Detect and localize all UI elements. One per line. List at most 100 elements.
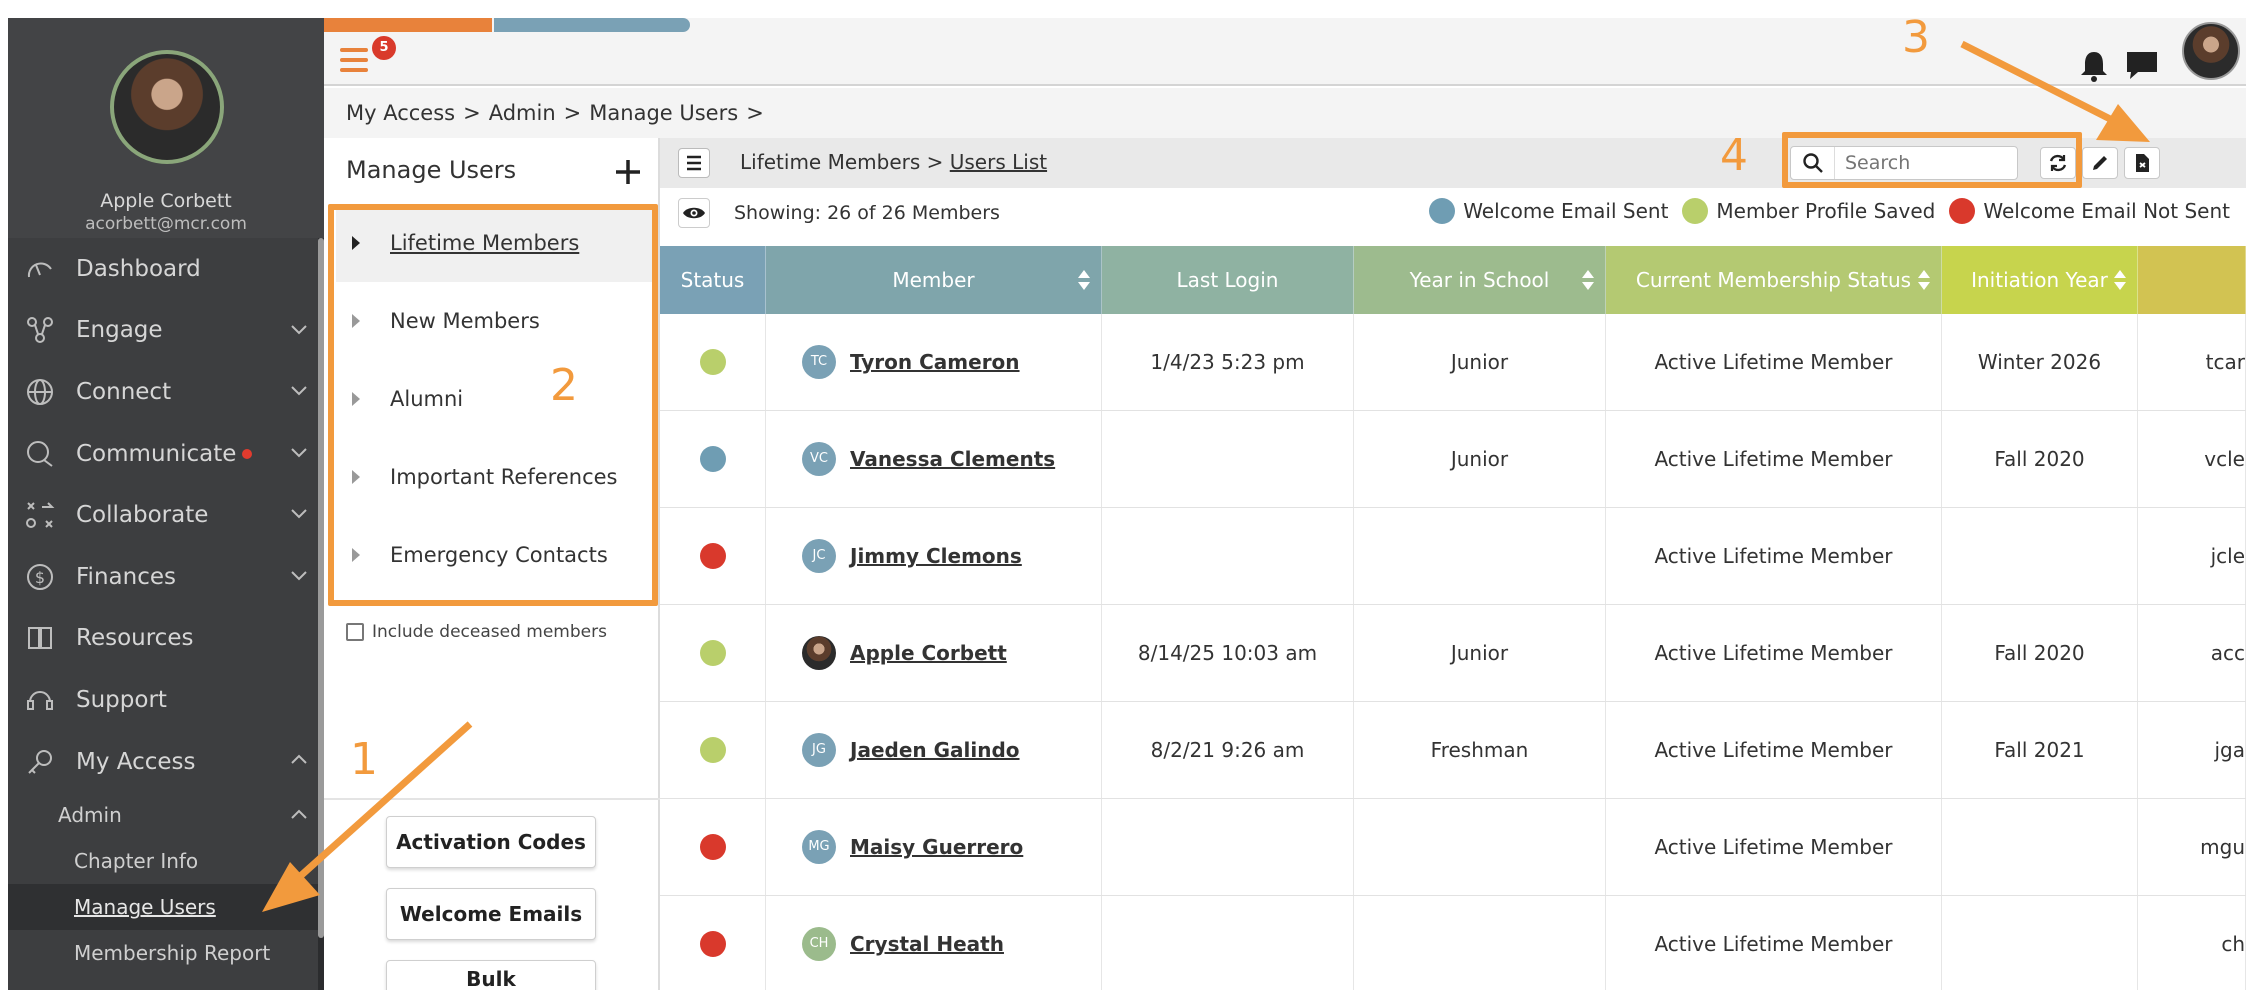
member-name-link[interactable]: Crystal Heath (850, 932, 1004, 956)
column-header-initiation-year[interactable]: Initiation Year (1942, 246, 2138, 314)
sidebar-subitem-membership-report[interactable]: Membership Report (74, 941, 271, 966)
sidebar-item-my-access[interactable]: My Access (8, 731, 324, 793)
profile-avatar[interactable] (110, 50, 224, 164)
status-dot (699, 446, 726, 472)
book-icon (20, 618, 60, 658)
sidebar-item-label: Connect (76, 378, 172, 405)
welcome-emails-button[interactable]: Welcome Emails (386, 888, 596, 940)
chevron-down-icon (291, 571, 307, 581)
column-visibility-button[interactable] (678, 198, 710, 228)
member-name-link[interactable]: Maisy Guerrero (850, 835, 1024, 859)
include-deceased-label: Include deceased members (372, 622, 607, 642)
table-row[interactable]: Apple Corbett 8/14/25 10:03 am Junior Activ… (660, 605, 2246, 702)
sidebar-item-collaborate[interactable]: Collaborate (8, 484, 324, 546)
sidebar-item-support[interactable]: Support (8, 669, 324, 731)
breadcrumb-item[interactable]: Admin (488, 101, 556, 125)
caret-right-icon (352, 392, 360, 406)
year-cell: Junior (1354, 411, 1606, 507)
email-cell: mgu (2138, 799, 2246, 895)
chevron-down-icon (291, 448, 307, 458)
member-avatar: TC (802, 345, 836, 379)
menu-icon (340, 48, 368, 52)
refresh-button[interactable] (2040, 147, 2076, 179)
annotation-box-4 (1782, 132, 2082, 188)
column-header-member[interactable]: Member (766, 246, 1102, 314)
users-list-link[interactable]: Users List (949, 150, 1048, 174)
include-deceased-checkbox[interactable] (346, 623, 364, 641)
list-path: Lifetime Members > Users List (740, 150, 1047, 174)
member-avatar: JG (802, 733, 836, 767)
list-item-important-references[interactable]: Important References (336, 438, 652, 516)
member-avatar: VC (802, 442, 836, 476)
table-row[interactable]: JG Jaeden Galindo 8/2/21 9:26 am Freshman Ac… (660, 702, 2246, 799)
initiation-cell: Fall 2021 (1942, 702, 2138, 798)
list-item-lifetime-members[interactable]: Lifetime Members (336, 204, 652, 282)
svg-text:$: $ (35, 568, 45, 587)
year-cell (1354, 799, 1606, 895)
column-header-year-in-school[interactable]: Year in School (1354, 246, 1606, 314)
bulk-button[interactable]: Bulk (386, 960, 596, 990)
column-header-last-login[interactable]: Last Login (1102, 246, 1354, 314)
pencil-icon (2093, 156, 2107, 170)
edit-button[interactable] (2082, 147, 2118, 179)
scrollbar-thumb[interactable] (318, 238, 324, 938)
column-header-status[interactable]: Status (660, 246, 766, 314)
legend-label: Welcome Email Sent (1463, 199, 1669, 223)
sidebar-subitem-manage-users[interactable]: Manage Users (8, 884, 324, 931)
last-login-cell: 8/14/25 10:03 am (1102, 605, 1354, 701)
plus-icon[interactable] (608, 152, 648, 192)
search-box[interactable] (1790, 146, 2018, 180)
activation-codes-button[interactable]: Activation Codes (386, 816, 596, 868)
list-item-label: New Members (390, 309, 540, 333)
table-row[interactable]: MG Maisy Guerrero Active Lifetime Member mg… (660, 799, 2246, 896)
table-row[interactable]: VC Vanessa Clements Junior Active Lifetime … (660, 411, 2246, 508)
member-name-link[interactable]: Vanessa Clements (850, 447, 1056, 471)
sidebar-item-connect[interactable]: Connect (8, 361, 324, 423)
list-item-emergency-contacts[interactable]: Emergency Contacts (336, 516, 652, 594)
member-name-link[interactable]: Jaeden Galindo (850, 738, 1020, 762)
sidebar-scrollbar[interactable] (318, 238, 324, 990)
caret-right-icon (352, 470, 360, 484)
breadcrumb-separator: > (563, 101, 582, 125)
sidebar-item-communicate[interactable]: Communicate (8, 423, 324, 485)
dashboard-icon (20, 249, 60, 289)
search-input[interactable] (1835, 148, 2005, 178)
table-row[interactable]: CH Crystal Heath Active Lifetime Member ch (660, 896, 2246, 990)
export-button[interactable] (2124, 147, 2160, 179)
list-path-prefix: Lifetime Members > (740, 150, 944, 174)
member-name-link[interactable]: Jimmy Clemons (850, 544, 1022, 568)
member-name-link[interactable]: Tyron Cameron (850, 350, 1020, 374)
breadcrumb-item[interactable]: Manage Users (589, 101, 739, 125)
showing-bar: Showing: 26 of 26 Members Welcome Email … (660, 188, 2246, 238)
bell-icon[interactable] (2076, 48, 2112, 84)
sidebar-item-dashboard[interactable]: Dashboard (8, 238, 324, 300)
profile-email: acorbett@mcr.com (85, 214, 247, 234)
column-header-membership-status[interactable]: Current Membership Status (1606, 246, 1942, 314)
message-icon[interactable] (2124, 48, 2160, 84)
user-avatar[interactable] (2182, 22, 2240, 80)
last-login-cell (1102, 896, 1354, 990)
column-header-email[interactable] (2138, 246, 2246, 314)
initiation-cell (1942, 799, 2138, 895)
list-item-new-members[interactable]: New Members (336, 282, 652, 360)
sidebar-item-engage[interactable]: Engage (8, 300, 324, 362)
sidebar-subitem-chapter-info[interactable]: Chapter Info (74, 849, 199, 874)
menu-button[interactable]: 5 (340, 36, 396, 80)
list-item-label: Important References (390, 465, 618, 489)
include-deceased-toggle[interactable]: Include deceased members (346, 622, 607, 642)
member-name-link[interactable]: Apple Corbett (850, 641, 1007, 665)
list-menu-button[interactable] (678, 148, 710, 178)
sidebar-item-finances[interactable]: $ Finances (8, 546, 324, 608)
sidebar-item-resources[interactable]: Resources (8, 608, 324, 670)
chevron-down-icon (291, 386, 307, 396)
list-item-alumni[interactable]: Alumni (336, 360, 652, 438)
annotation-box-2 (328, 204, 658, 606)
table-row[interactable]: JC Jimmy Clemons Active Lifetime Member jcl… (660, 508, 2246, 605)
table-row[interactable]: TC Tyron Cameron 1/4/23 5:23 pm Junior Activ… (660, 314, 2246, 411)
sidebar-subgroup-label: Admin (58, 803, 122, 828)
breadcrumb-item[interactable]: My Access (346, 101, 456, 125)
sidebar-subgroup-admin[interactable]: Admin (8, 792, 324, 838)
member-avatar: JC (802, 539, 836, 573)
breadcrumb-separator: > (746, 101, 764, 125)
headset-icon (20, 680, 60, 720)
